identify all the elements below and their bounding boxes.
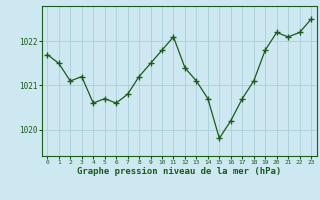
- X-axis label: Graphe pression niveau de la mer (hPa): Graphe pression niveau de la mer (hPa): [77, 167, 281, 176]
